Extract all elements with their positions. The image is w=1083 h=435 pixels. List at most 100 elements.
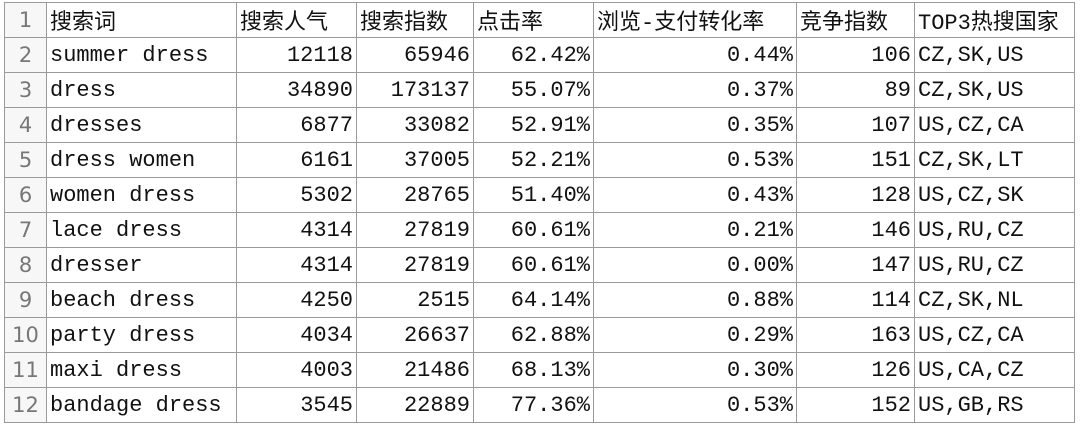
cell[interactable]: 126 [796, 352, 915, 388]
cell[interactable]: dresses [46, 107, 237, 143]
cell[interactable]: CZ,SK,NL [914, 282, 1075, 318]
cell[interactable]: 106 [796, 37, 915, 73]
cell[interactable]: 62.88% [473, 317, 594, 353]
cell[interactable]: 128 [796, 177, 915, 213]
row-number[interactable]: 1 [4, 2, 47, 38]
row: 12 bandage dress 3545 22889 77.36% 0.53% 152 US… [4, 387, 1075, 423]
cell[interactable]: 4314 [236, 212, 357, 248]
header-cell[interactable]: 竞争指数 [796, 2, 915, 38]
cell[interactable]: 0.00% [593, 247, 797, 283]
header-cell[interactable]: TOP3热搜国家 [914, 2, 1075, 38]
row-number[interactable]: 6 [4, 177, 47, 213]
cell[interactable]: 4003 [236, 352, 357, 388]
cell[interactable]: 147 [796, 247, 915, 283]
header-cell[interactable]: 点击率 [473, 2, 594, 38]
header-cell[interactable]: 搜索指数 [356, 2, 474, 38]
row-number[interactable]: 7 [4, 212, 47, 248]
cell[interactable]: 65946 [356, 37, 474, 73]
cell[interactable]: 146 [796, 212, 915, 248]
cell[interactable]: 27819 [356, 247, 474, 283]
cell[interactable]: US,RU,CZ [914, 247, 1075, 283]
cell[interactable]: 0.37% [593, 72, 797, 108]
cell[interactable]: 0.43% [593, 177, 797, 213]
cell[interactable]: 114 [796, 282, 915, 318]
cell[interactable]: summer dress [46, 37, 237, 73]
cell[interactable]: 55.07% [473, 72, 594, 108]
cell[interactable]: 52.91% [473, 107, 594, 143]
cell[interactable]: 4250 [236, 282, 357, 318]
cell[interactable]: 4314 [236, 247, 357, 283]
cell[interactable]: CZ,SK,US [914, 72, 1075, 108]
cell[interactable]: US,CA,CZ [914, 352, 1075, 388]
cell[interactable]: 151 [796, 142, 915, 178]
cell[interactable]: 5302 [236, 177, 357, 213]
cell[interactable]: 0.53% [593, 387, 797, 423]
cell[interactable]: 0.30% [593, 352, 797, 388]
cell[interactable]: 28765 [356, 177, 474, 213]
cell[interactable]: women dress [46, 177, 237, 213]
cell[interactable]: 51.40% [473, 177, 594, 213]
row-number[interactable]: 8 [4, 247, 47, 283]
cell[interactable]: 6161 [236, 142, 357, 178]
row-number[interactable]: 3 [4, 72, 47, 108]
row-number[interactable]: 5 [4, 142, 47, 178]
cell[interactable]: 26637 [356, 317, 474, 353]
cell[interactable]: 60.61% [473, 212, 594, 248]
cell[interactable]: 0.21% [593, 212, 797, 248]
cell[interactable]: 6877 [236, 107, 357, 143]
cell[interactable]: 64.14% [473, 282, 594, 318]
cell[interactable]: 3545 [236, 387, 357, 423]
cell[interactable]: dresser [46, 247, 237, 283]
cell[interactable]: 173137 [356, 72, 474, 108]
cell[interactable]: 0.44% [593, 37, 797, 73]
cell[interactable]: beach dress [46, 282, 237, 318]
row-number[interactable]: 10 [4, 317, 47, 353]
cell[interactable]: US,CZ,CA [914, 107, 1075, 143]
cell[interactable]: 77.36% [473, 387, 594, 423]
cell[interactable]: 52.21% [473, 142, 594, 178]
row-number[interactable]: 9 [4, 282, 47, 318]
cell[interactable]: lace dress [46, 212, 237, 248]
cell[interactable]: CZ,SK,US [914, 37, 1075, 73]
cell[interactable]: 0.53% [593, 142, 797, 178]
cell[interactable]: 163 [796, 317, 915, 353]
cell[interactable]: 22889 [356, 387, 474, 423]
cell[interactable]: 0.88% [593, 282, 797, 318]
cell[interactable]: US,GB,RS [914, 387, 1075, 423]
cell[interactable]: 0.29% [593, 317, 797, 353]
cell[interactable]: 37005 [356, 142, 474, 178]
cell[interactable]: 34890 [236, 72, 357, 108]
cell[interactable]: 21486 [356, 352, 474, 388]
row: 10 party dress 4034 26637 62.88% 0.29% 163 US,C… [4, 317, 1075, 353]
cell[interactable]: 68.13% [473, 352, 594, 388]
row-number[interactable]: 12 [4, 387, 47, 423]
cell[interactable]: 152 [796, 387, 915, 423]
header-cell[interactable]: 浏览-支付转化率 [593, 2, 797, 38]
cell[interactable]: bandage dress [46, 387, 237, 423]
header-cell[interactable]: 搜索人气 [236, 2, 357, 38]
cell[interactable]: 89 [796, 72, 915, 108]
header-cell[interactable]: 搜索词 [46, 2, 237, 38]
row: 6 women dress 5302 28765 51.40% 0.43% 128 US,CZ… [4, 177, 1075, 213]
cell[interactable]: 2515 [356, 282, 474, 318]
cell[interactable]: 60.61% [473, 247, 594, 283]
cell[interactable]: maxi dress [46, 352, 237, 388]
cell[interactable]: dress women [46, 142, 237, 178]
row-number[interactable]: 2 [4, 37, 47, 73]
cell[interactable]: 12118 [236, 37, 357, 73]
cell[interactable]: US,RU,CZ [914, 212, 1075, 248]
cell[interactable]: US,CZ,CA [914, 317, 1075, 353]
row-number[interactable]: 4 [4, 107, 47, 143]
cell[interactable]: 33082 [356, 107, 474, 143]
cell[interactable]: 27819 [356, 212, 474, 248]
row-number[interactable]: 11 [4, 352, 47, 388]
cell[interactable]: CZ,SK,LT [914, 142, 1075, 178]
cell[interactable]: party dress [46, 317, 237, 353]
cell[interactable]: 0.35% [593, 107, 797, 143]
cell[interactable]: 62.42% [473, 37, 594, 73]
cell[interactable]: 107 [796, 107, 915, 143]
cell[interactable]: US,CZ,SK [914, 177, 1075, 213]
cell[interactable]: 4034 [236, 317, 357, 353]
cell[interactable]: dress [46, 72, 237, 108]
row: 1 搜索词 搜索人气 搜索指数 点击率 浏览-支付转化率 竞争指数 TOP3热搜国家 [4, 2, 1075, 38]
